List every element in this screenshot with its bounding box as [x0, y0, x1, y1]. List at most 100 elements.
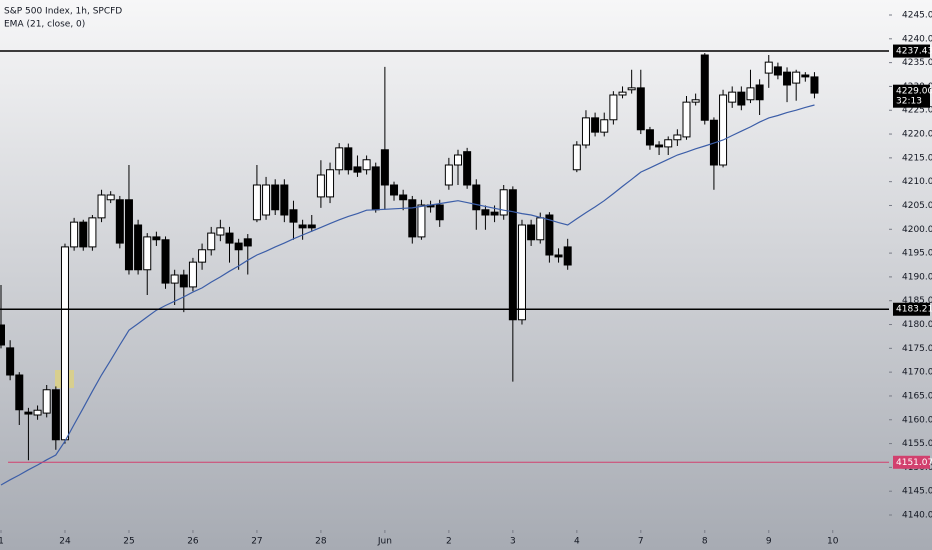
candle-body	[170, 274, 179, 284]
candle-body	[307, 224, 316, 229]
x-tick-label: 28	[315, 537, 327, 547]
y-tick-label: 4205.00	[902, 201, 932, 211]
y-tick-label: 4160.00	[902, 415, 932, 425]
candle-body	[454, 154, 462, 166]
candle-body	[88, 217, 97, 248]
candle-body	[700, 54, 709, 121]
candle-body	[198, 249, 207, 263]
candle-body	[472, 184, 481, 211]
ema-line	[0, 104, 815, 486]
candle-body	[335, 147, 344, 171]
candle-body	[399, 194, 408, 201]
candle-body	[463, 151, 472, 186]
y-tick-label: 4240.00	[902, 34, 932, 44]
y-tick-label: 4235.00	[902, 58, 932, 68]
candle-body	[517, 224, 526, 321]
candle-body	[188, 261, 197, 288]
candle-body	[536, 217, 545, 241]
candle-body	[234, 242, 243, 251]
candle-body	[70, 221, 79, 248]
candle-body	[636, 87, 645, 131]
candle-body	[134, 224, 143, 271]
level-label: 4183.21	[896, 305, 932, 315]
candle-body	[764, 61, 773, 74]
candle-body	[554, 254, 563, 258]
x-tick-label: 24	[59, 537, 71, 547]
candle-body	[581, 117, 590, 146]
y-tick-label: 4215.00	[902, 153, 932, 163]
candle-body	[746, 87, 755, 101]
candle-body	[371, 166, 380, 211]
candle-body	[326, 169, 335, 198]
y-tick-label: 4155.00	[902, 439, 932, 449]
candle-body	[6, 347, 15, 376]
candle-body	[179, 274, 188, 288]
y-tick-label: 4220.00	[902, 130, 932, 140]
y-tick-label: 4145.00	[902, 487, 932, 497]
x-tick-label: 1	[0, 537, 4, 547]
last-price-box	[893, 84, 930, 108]
candle-body	[33, 409, 42, 416]
candle-body	[271, 184, 280, 211]
candle-body	[572, 144, 581, 171]
candle-body	[435, 204, 444, 221]
candle-body	[280, 184, 289, 216]
candle-body	[444, 164, 453, 186]
candle-body	[252, 184, 261, 221]
y-tick-label: 4195.00	[902, 249, 932, 259]
level-label: 4237.43	[896, 47, 932, 57]
candle-body	[24, 411, 33, 415]
x-tick-label: 27	[251, 537, 262, 547]
candle-body	[810, 76, 819, 94]
candle-body	[152, 236, 161, 241]
candle-body	[15, 374, 24, 411]
candle-body	[627, 87, 636, 91]
candle-body	[353, 166, 362, 173]
x-tick-label: 26	[187, 537, 199, 547]
candle-body	[664, 139, 673, 148]
candle-body	[755, 84, 764, 101]
candle-body	[161, 239, 170, 284]
candle-body	[591, 117, 600, 133]
candle-body	[207, 232, 216, 251]
candle-body	[362, 159, 371, 171]
candle-body	[225, 232, 234, 244]
candle-body	[691, 99, 700, 103]
y-tick-label: 4165.00	[902, 391, 932, 401]
candle-body	[289, 209, 298, 223]
candle-body	[0, 324, 5, 346]
candle-body	[618, 91, 627, 96]
candle-body	[344, 147, 353, 171]
candle-body	[60, 246, 69, 441]
level-label-box	[893, 302, 930, 316]
candle-body	[499, 189, 508, 216]
candle-body	[783, 71, 792, 86]
candle-body	[408, 199, 417, 238]
y-tick-label: 4185.00	[902, 296, 932, 306]
y-tick-label: 4175.00	[902, 344, 932, 354]
candle-body	[42, 389, 51, 414]
y-tick-label: 4225.00	[902, 106, 932, 116]
candle-body	[115, 199, 124, 244]
candle-body	[143, 236, 152, 271]
level-label: 4151.07	[896, 458, 932, 468]
level-label-box	[893, 44, 930, 58]
x-tick-label: 9	[766, 537, 772, 547]
candle-body	[316, 174, 325, 198]
candle-body	[490, 211, 499, 216]
x-tick-label: 7	[638, 537, 644, 547]
candle-body	[390, 184, 399, 196]
candle-body	[563, 246, 572, 266]
chart-title: S&P 500 Index, 1h, SPCFD	[4, 7, 122, 17]
candle-body	[417, 204, 426, 238]
candle-body	[801, 74, 810, 78]
x-tick-label: 2	[446, 537, 452, 547]
candle-body	[655, 144, 664, 148]
candle-body	[216, 227, 225, 236]
candle-body	[79, 221, 88, 248]
y-tick-label: 4140.00	[902, 511, 932, 521]
candle-body	[97, 194, 106, 219]
y-tick-label: 4170.00	[902, 368, 932, 378]
candle-body	[380, 149, 389, 186]
